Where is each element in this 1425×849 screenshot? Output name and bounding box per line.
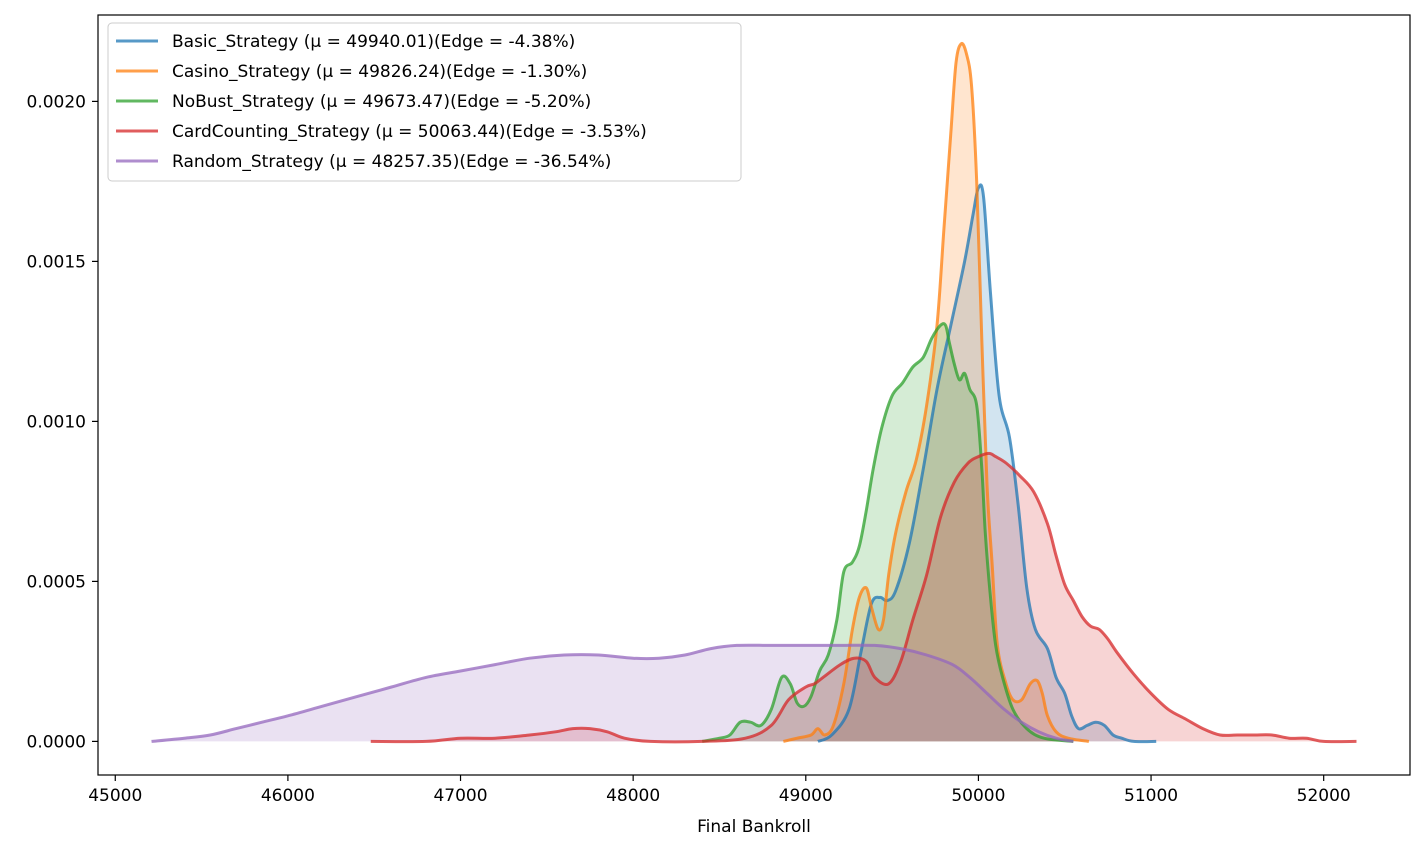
x-tick-label: 47000 xyxy=(433,786,487,806)
x-tick-label: 51000 xyxy=(1124,786,1178,806)
x-tick-label: 52000 xyxy=(1297,786,1351,806)
x-tick-label: 46000 xyxy=(261,786,315,806)
line-casino-strategy xyxy=(783,41,1090,743)
legend-label-nobust-strategy: NoBust_Strategy (μ = 49673.47)(Edge = -5… xyxy=(172,92,591,112)
x-axis-label: Final Bankroll xyxy=(697,817,811,837)
line-random-strategy xyxy=(151,643,1074,743)
y-tick-label: 0.0005 xyxy=(27,572,86,592)
legend-label-random-strategy: Random_Strategy (μ = 48257.35)(Edge = -3… xyxy=(172,152,611,172)
legend-label-basic-strategy: Basic_Strategy (μ = 49940.01)(Edge = -4.… xyxy=(172,32,575,52)
y-tick-label: 0.0000 xyxy=(27,732,86,752)
x-tick-label: 48000 xyxy=(606,786,660,806)
y-axis-ticks: 0.0000 0.0005 0.0010 0.0015 0.0020 xyxy=(27,92,98,752)
x-tick-label: 50000 xyxy=(951,786,1005,806)
legend: Basic_Strategy (μ = 49940.01)(Edge = -4.… xyxy=(107,22,742,182)
y-tick-label: 0.0015 xyxy=(27,252,86,272)
y-tick-label: 0.0010 xyxy=(27,412,86,432)
legend-label-casino-strategy: Casino_Strategy (μ = 49826.24)(Edge = -1… xyxy=(172,62,587,82)
line-nobust-strategy xyxy=(701,322,1074,743)
density-lines xyxy=(151,41,1357,744)
x-axis-ticks: 45000 46000 47000 48000 49000 50000 51000 52000 xyxy=(88,775,1351,806)
plot-frame xyxy=(97,14,1411,776)
area-nobust-strategy xyxy=(702,323,1074,742)
x-tick-label: 45000 xyxy=(88,786,142,806)
legend-label-cardcounting-strategy: CardCounting_Strategy (μ = 50063.44)(Edg… xyxy=(172,122,647,142)
line-cardcounting-strategy xyxy=(370,451,1357,744)
y-tick-label: 0.0020 xyxy=(27,92,86,112)
area-cardcounting-strategy xyxy=(370,453,1357,742)
x-tick-label: 49000 xyxy=(779,786,833,806)
legend-box xyxy=(107,22,742,182)
area-random-strategy xyxy=(151,645,1074,742)
